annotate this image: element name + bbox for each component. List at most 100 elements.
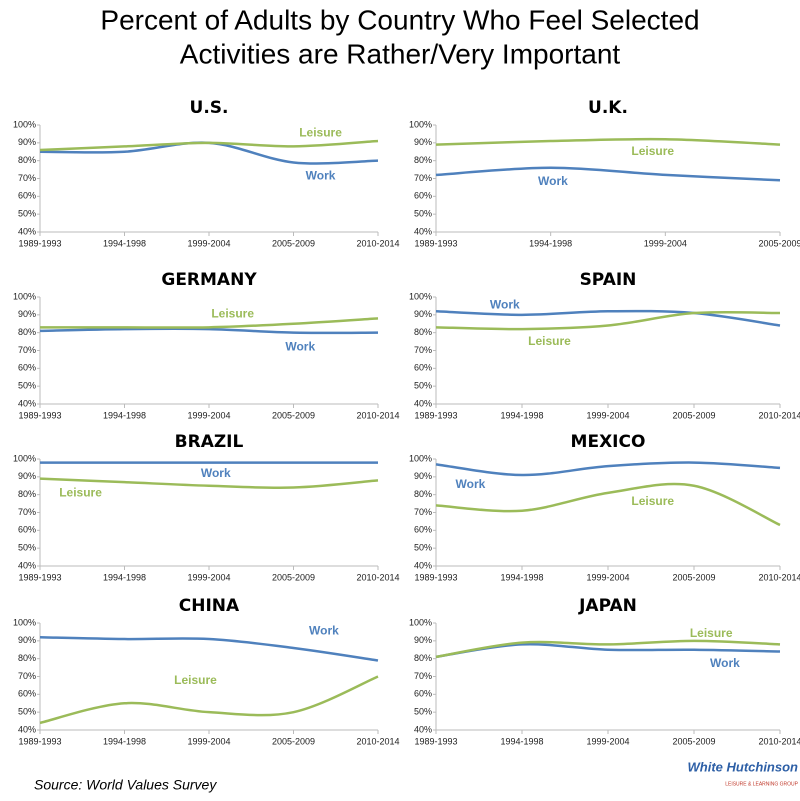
series-line bbox=[39, 139, 379, 152]
chart-title: CHINA bbox=[179, 596, 240, 616]
series-label: Leisure bbox=[690, 626, 733, 640]
y-tick-label: 60% bbox=[18, 191, 36, 201]
x-tick-label: 2010-2014 bbox=[356, 572, 399, 582]
x-tick-label: 1999-2004 bbox=[586, 410, 629, 420]
y-tick-label: 70% bbox=[18, 507, 36, 517]
x-tick-label: 1999-2004 bbox=[187, 736, 230, 746]
y-tick-label: 60% bbox=[414, 191, 432, 201]
y-tick-label: 50% bbox=[18, 209, 36, 219]
y-tick-label: 40% bbox=[414, 724, 432, 734]
series-line bbox=[435, 137, 781, 146]
chart-title: BRAZIL bbox=[175, 432, 244, 452]
y-tick-label: 60% bbox=[414, 363, 432, 373]
y-tick-label: 40% bbox=[18, 724, 36, 734]
chart-title: MEXICO bbox=[571, 432, 646, 452]
y-tick-label: 70% bbox=[414, 507, 432, 517]
x-tick-label: 2010-2014 bbox=[758, 410, 800, 420]
source: Source: World Values Survey bbox=[34, 777, 217, 793]
x-tick-label: 2005-2009 bbox=[272, 736, 315, 746]
x-tick-label: 1989-1993 bbox=[414, 736, 457, 746]
y-tick-label: 100% bbox=[409, 617, 432, 627]
y-tick-label: 90% bbox=[18, 137, 36, 147]
y-tick-label: 100% bbox=[409, 453, 432, 463]
y-tick-label: 90% bbox=[414, 137, 432, 147]
series-label: Leisure bbox=[299, 126, 342, 140]
x-tick-label: 2010-2014 bbox=[356, 736, 399, 746]
y-tick-label: 90% bbox=[414, 471, 432, 481]
y-tick-label: 60% bbox=[414, 525, 432, 535]
x-tick-label: 1999-2004 bbox=[187, 572, 230, 582]
x-tick-label: 1999-2004 bbox=[644, 238, 687, 248]
y-tick-label: 80% bbox=[414, 155, 432, 165]
series-label: Work bbox=[538, 174, 568, 188]
chart-title: GERMANY bbox=[161, 270, 257, 290]
y-tick-label: 80% bbox=[18, 327, 36, 337]
series-line bbox=[435, 310, 781, 331]
y-tick-label: 40% bbox=[18, 398, 36, 408]
x-tick-label: 1994-1998 bbox=[500, 572, 543, 582]
x-tick-label: 1994-1998 bbox=[103, 572, 146, 582]
y-tick-label: 80% bbox=[414, 327, 432, 337]
series-label: Work bbox=[285, 339, 315, 353]
y-tick-label: 40% bbox=[414, 398, 432, 408]
chart-title: U.K. bbox=[588, 98, 628, 118]
series-line bbox=[39, 636, 379, 662]
y-tick-label: 90% bbox=[18, 309, 36, 319]
series-label: Work bbox=[201, 466, 231, 480]
series-label: Leisure bbox=[631, 144, 674, 158]
series-line bbox=[435, 309, 781, 327]
x-tick-label: 1994-1998 bbox=[103, 238, 146, 248]
x-tick-label: 1994-1998 bbox=[103, 736, 146, 746]
y-tick-label: 90% bbox=[414, 309, 432, 319]
series-line bbox=[39, 477, 379, 490]
x-tick-label: 1994-1998 bbox=[500, 736, 543, 746]
series-label: Leisure bbox=[59, 485, 102, 499]
series-line bbox=[435, 639, 781, 659]
x-tick-label: 2005-2009 bbox=[758, 238, 800, 248]
series-label: Leisure bbox=[528, 334, 571, 348]
y-tick-label: 90% bbox=[414, 635, 432, 645]
chart-title: SPAIN bbox=[580, 270, 637, 290]
x-tick-label: 1994-1998 bbox=[529, 238, 572, 248]
series-line bbox=[39, 317, 379, 329]
x-tick-label: 1994-1998 bbox=[103, 410, 146, 420]
y-tick-label: 90% bbox=[18, 471, 36, 481]
x-tick-label: 1989-1993 bbox=[18, 410, 61, 420]
y-tick-label: 60% bbox=[18, 525, 36, 535]
y-tick-label: 70% bbox=[18, 345, 36, 355]
x-tick-label: 1989-1993 bbox=[414, 410, 457, 420]
x-tick-label: 2005-2009 bbox=[272, 572, 315, 582]
y-tick-label: 80% bbox=[18, 653, 36, 663]
y-tick-label: 50% bbox=[414, 381, 432, 391]
x-tick-label: 2005-2009 bbox=[272, 410, 315, 420]
y-tick-label: 50% bbox=[414, 707, 432, 717]
x-tick-label: 1999-2004 bbox=[586, 572, 629, 582]
x-tick-label: 2005-2009 bbox=[672, 572, 715, 582]
y-tick-label: 50% bbox=[18, 543, 36, 553]
chart-title: JAPAN bbox=[578, 596, 637, 616]
y-tick-label: 40% bbox=[414, 560, 432, 570]
series-label: Work bbox=[306, 169, 336, 183]
series-line bbox=[39, 675, 379, 725]
y-tick-label: 50% bbox=[18, 707, 36, 717]
y-tick-label: 70% bbox=[414, 345, 432, 355]
x-tick-label: 2010-2014 bbox=[758, 736, 800, 746]
y-tick-label: 40% bbox=[18, 226, 36, 236]
y-tick-label: 50% bbox=[414, 209, 432, 219]
y-tick-label: 70% bbox=[18, 671, 36, 681]
series-line bbox=[435, 461, 781, 477]
x-tick-label: 1989-1993 bbox=[18, 572, 61, 582]
series-line bbox=[435, 166, 781, 182]
y-tick-label: 100% bbox=[13, 119, 36, 129]
page-title: Activities are Rather/Very Important bbox=[180, 38, 621, 69]
y-tick-label: 80% bbox=[18, 489, 36, 499]
x-tick-label: 1989-1993 bbox=[18, 238, 61, 248]
y-tick-label: 80% bbox=[414, 653, 432, 663]
series-label: Leisure bbox=[631, 494, 674, 508]
x-tick-label: 2010-2014 bbox=[758, 572, 800, 582]
x-tick-label: 1989-1993 bbox=[414, 238, 457, 248]
page-title: Percent of Adults by Country Who Feel Se… bbox=[100, 4, 699, 35]
x-tick-label: 2005-2009 bbox=[672, 410, 715, 420]
y-tick-label: 90% bbox=[18, 635, 36, 645]
y-tick-label: 70% bbox=[414, 671, 432, 681]
